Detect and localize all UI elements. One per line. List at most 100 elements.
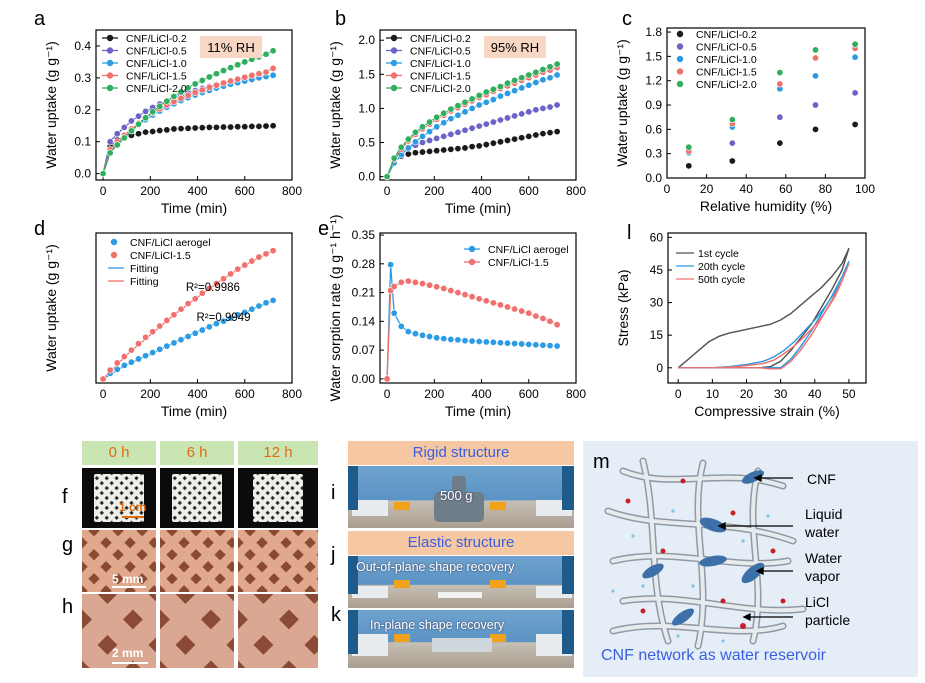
data-point (262, 250, 270, 258)
data-point (776, 113, 784, 121)
x-tick-label-d: 400 (188, 387, 208, 401)
data-point (496, 92, 504, 100)
legend-label: CNF/LiCl aerogel (130, 237, 211, 249)
data-point (191, 89, 199, 97)
y-tick-label-l: 0 (656, 361, 663, 375)
data-point (546, 129, 554, 137)
data-point (504, 79, 512, 87)
data-point (241, 123, 249, 131)
legend-swatch (676, 55, 684, 63)
data-point (525, 309, 533, 317)
data-point (120, 123, 128, 131)
data-point (518, 307, 526, 315)
x-tick-label-d: 0 (100, 387, 107, 401)
cnf-network-schematic (604, 457, 807, 650)
y-tick-label-c: 0.0 (645, 171, 662, 185)
x-tick-label-e: 800 (566, 387, 586, 401)
data-point (728, 116, 736, 124)
data-point (776, 69, 784, 77)
data-point (212, 81, 220, 89)
legend-label: CNF/LiCl-1.0 (696, 54, 757, 66)
data-point (419, 132, 427, 140)
data-point (163, 316, 171, 324)
x-tick-label-l: 20 (740, 387, 754, 401)
data-point (511, 76, 519, 84)
data-point (546, 63, 554, 71)
data-point (811, 125, 819, 133)
legend-swatch (390, 59, 398, 67)
schematic-label-cnf: CNF (807, 471, 836, 487)
data-point (142, 107, 150, 115)
plot-frame-l (667, 232, 867, 384)
data-point (447, 287, 455, 295)
data-point (113, 365, 121, 373)
data-point (113, 130, 121, 138)
data-point (851, 89, 859, 97)
data-point (482, 120, 490, 128)
y-tick-label-b: 1.0 (358, 101, 375, 115)
data-point (248, 122, 256, 130)
data-point (120, 353, 128, 361)
data-point (220, 275, 228, 283)
photo-j: Out-of-plane shape recovery (348, 556, 574, 608)
data-point (113, 359, 121, 367)
photo-h-6h (160, 594, 234, 668)
data-point (728, 157, 736, 165)
data-point (518, 84, 526, 92)
series-e-CNF/LiCl aerogel (383, 261, 561, 383)
chart-d: 0 200 400 600 800 Time (min) Water uptake (g g… (43, 232, 302, 419)
data-point (198, 76, 206, 84)
x-tick-label-d: 600 (235, 387, 255, 401)
legend-label: CNF/LiCl-2.0 (410, 83, 471, 95)
series-b-CNF/LiCl-2.0 (383, 60, 561, 181)
data-point (539, 104, 547, 112)
chart-l: 0 10 20 30 40 50 0 15 30 45 60 Compressive strain (… (615, 230, 867, 419)
data-point (220, 123, 228, 131)
data-point (383, 173, 391, 181)
scale-bar-f (122, 516, 144, 518)
data-point (468, 337, 476, 345)
data-point (390, 154, 398, 162)
legend-label: CNF/LiCl-0.2 (126, 33, 187, 45)
data-point (135, 355, 143, 363)
legend-swatch (676, 43, 684, 50)
y-tick-label-c: 0.3 (645, 147, 662, 161)
r-squared-label: R²=0.9949 (197, 312, 251, 324)
data-point (454, 102, 462, 110)
data-point (440, 119, 448, 127)
legend-swatch (110, 238, 118, 246)
data-point (397, 322, 405, 330)
panel-letter-c: c (622, 8, 632, 30)
data-point (227, 64, 235, 72)
data-point (426, 128, 434, 136)
panel-letter-b: b (335, 8, 347, 30)
scale-bar-h (112, 662, 148, 664)
data-point (482, 98, 490, 106)
data-point (532, 131, 540, 139)
data-point (426, 333, 434, 341)
data-point (496, 83, 504, 91)
data-point (504, 136, 512, 144)
data-point (234, 123, 242, 131)
legend-swatch (676, 30, 684, 38)
data-point (170, 339, 178, 347)
data-point (475, 337, 483, 345)
x-tick-label-l: 50 (842, 387, 856, 401)
out-of-plane-label: Out-of-plane shape recovery (356, 560, 515, 574)
legend-label: CNF/LiCl aerogel (488, 244, 569, 256)
legend-label: CNF/LiCl-0.5 (126, 46, 187, 58)
legend-swatch (106, 34, 114, 42)
x-tick-label-b: 400 (472, 184, 492, 198)
data-point (411, 138, 419, 146)
data-point (468, 95, 476, 103)
panel-letter-a: a (34, 8, 46, 30)
data-point (532, 79, 540, 87)
x-axis-label-d: Time (min) (161, 403, 227, 419)
data-point (553, 101, 561, 109)
data-point (127, 127, 135, 135)
annotation-box-a (200, 36, 262, 58)
x-tick-label-l: 40 (808, 387, 822, 401)
data-point (447, 145, 455, 153)
legend-label: CNF/LiCl-0.2 (696, 29, 757, 41)
